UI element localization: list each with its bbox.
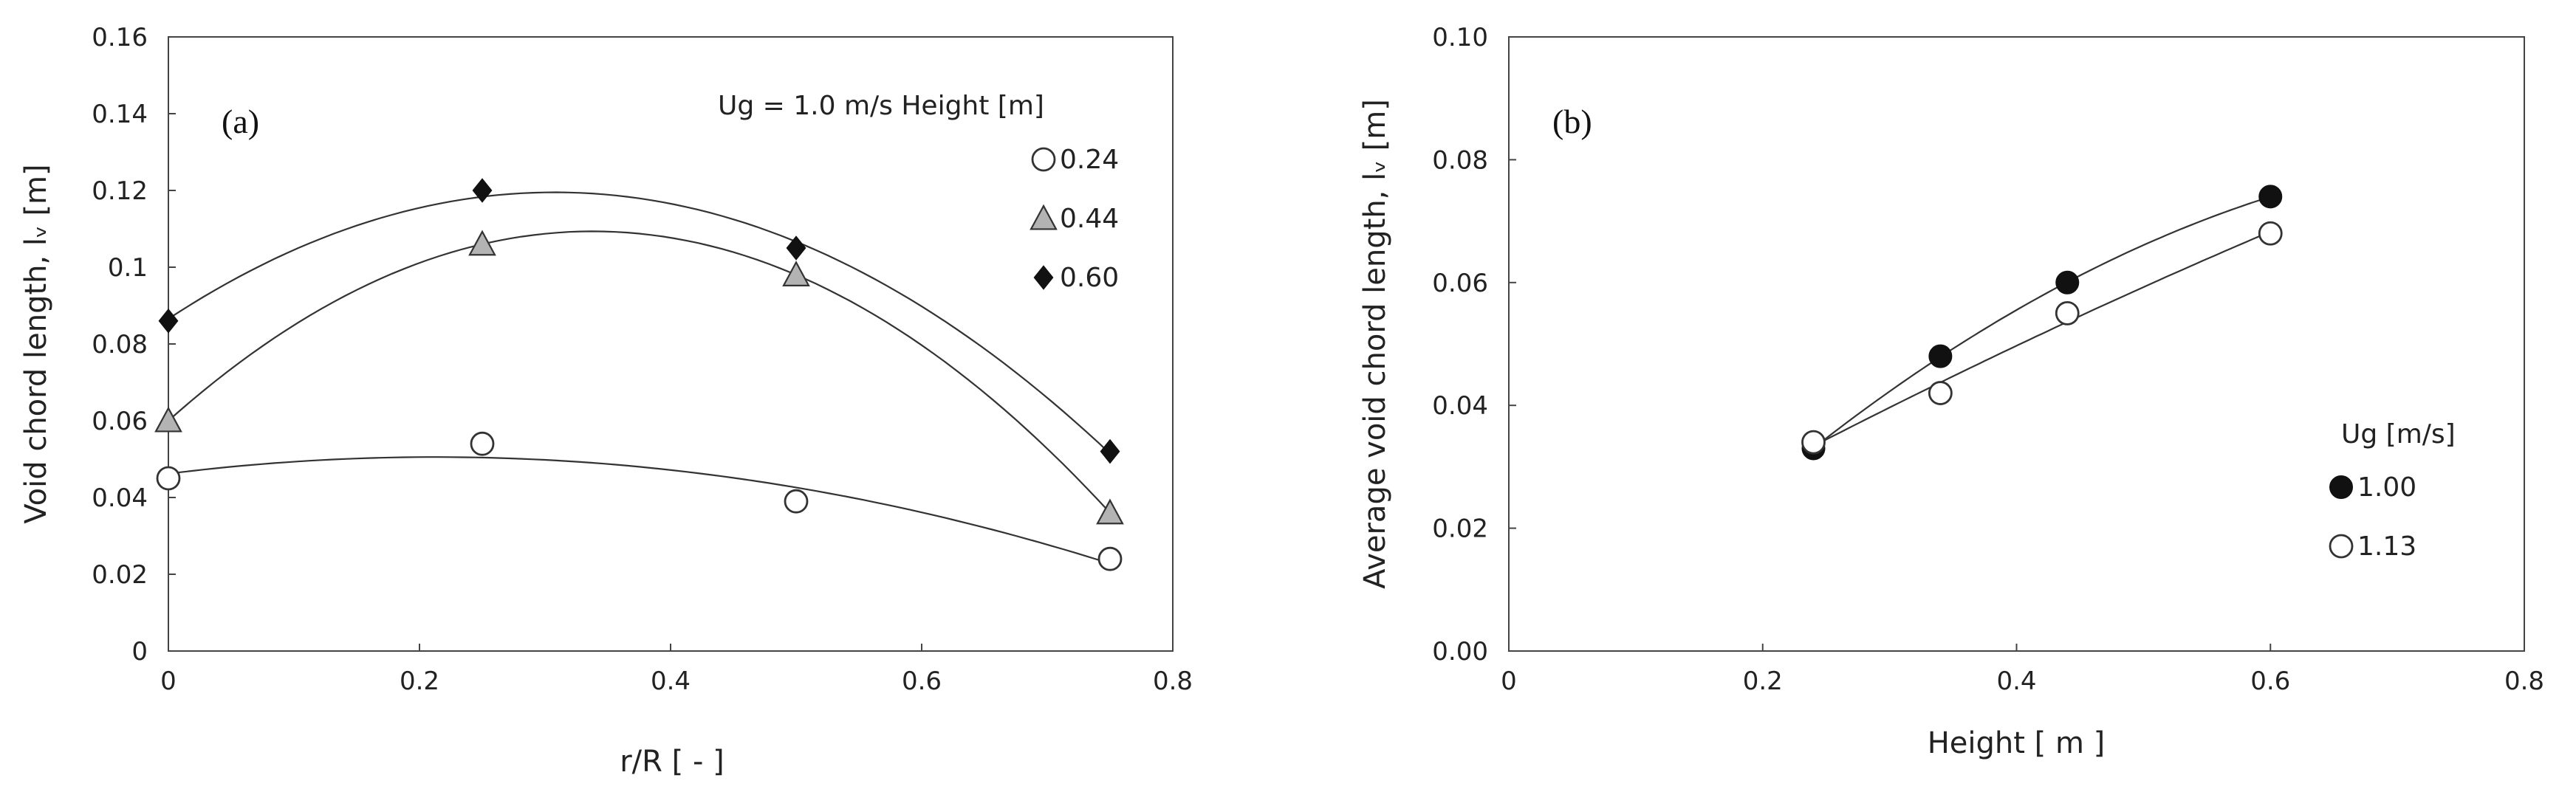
data-point-0.44 <box>468 230 496 256</box>
data-point-0.24 <box>784 489 809 514</box>
x-tick-label: 0 <box>1501 667 1517 696</box>
data-point-1.00 <box>2055 270 2080 295</box>
x-tick-label: 0.2 <box>1743 667 1783 696</box>
legend-marker-0.24 <box>1031 147 1056 172</box>
chart-b-legend-title: Ug [m/s] <box>2341 419 2456 450</box>
trendline-1.00 <box>1812 196 2271 449</box>
chart-a-plot-frame <box>168 36 1174 652</box>
trendline-0.44 <box>168 230 1111 514</box>
y-tick-label: 0.10 <box>1432 23 1488 52</box>
x-tick-label: 0.6 <box>2250 667 2290 696</box>
data-point-0.24 <box>156 466 181 491</box>
x-tick-label: 0.6 <box>902 667 942 696</box>
data-point-1.00 <box>1928 344 1953 368</box>
data-point-0.44 <box>782 261 810 286</box>
data-point-0.44 <box>154 406 182 433</box>
chart-b-x-axis-label: Height [ m ] <box>1928 726 2106 760</box>
chart-a: (a) Ug = 1.0 m/s Height [m] 0 0.2 0.4 0.6 0.… <box>19 23 1193 779</box>
y-tick-label: 0.02 <box>92 560 148 590</box>
data-point-0.60 <box>786 235 806 261</box>
data-point-1.13 <box>2258 221 2283 246</box>
trendline-1.13 <box>1813 230 2271 447</box>
legend-marker-1.00 <box>2329 475 2353 499</box>
chart-b-y-axis-label: Average void chord length, lᵥ [m] <box>1358 99 1392 589</box>
y-tick-label: 0.00 <box>1432 637 1488 667</box>
y-tick-label: 0.1 <box>108 253 148 283</box>
y-tick-label: 0.06 <box>92 407 148 436</box>
y-tick-label: 0.14 <box>92 100 148 129</box>
y-tick-label: 0.08 <box>92 330 148 359</box>
legend-marker-1.13 <box>2329 534 2354 559</box>
chart-b-panel-label: (b) <box>1552 103 1592 140</box>
chart-a-y-axis-label: Void chord length, lᵥ [m] <box>19 164 53 523</box>
data-point-0.60 <box>472 178 493 203</box>
data-point-1.13 <box>1801 430 1826 455</box>
x-tick-label: 0.8 <box>1153 667 1193 696</box>
data-point-0.44 <box>1096 498 1124 525</box>
chart-a-legend-title: Ug = 1.0 m/s Height [m] <box>718 91 1044 121</box>
x-tick-label: 0.4 <box>1996 667 2036 696</box>
data-point-1.13 <box>2055 300 2080 326</box>
legend-label-0.60: 0.60 <box>1060 263 1119 293</box>
y-tick-label: 0.02 <box>1432 514 1488 544</box>
y-tick-label: 0.04 <box>92 483 148 513</box>
x-tick-label: 0.4 <box>651 667 691 696</box>
x-tick-label: 0.2 <box>400 667 439 696</box>
legend-marker-0.44 <box>1030 204 1058 230</box>
legend-label-1.13: 1.13 <box>2357 531 2416 562</box>
chart-a-x-axis-label: r/R [ - ] <box>620 745 724 779</box>
data-point-1.13 <box>1928 381 1953 405</box>
y-tick-label: 0.08 <box>1432 145 1488 175</box>
chart-b: (b) Ug [m/s] 0 0.2 0.4 0.6 0.8 0.00 0.02 0.04 0.… <box>1358 23 2544 760</box>
x-tick-label: 0.8 <box>2504 667 2544 696</box>
x-tick-label: 0 <box>160 667 177 696</box>
legend-label-1.00: 1.00 <box>2357 472 2416 503</box>
data-point-0.24 <box>1097 546 1123 571</box>
y-tick-label: 0.06 <box>1432 269 1488 298</box>
y-tick-label: 0.04 <box>1432 391 1488 421</box>
data-point-0.60 <box>1100 438 1120 464</box>
trendline-0.24 <box>168 456 1111 565</box>
legend-marker-0.60 <box>1033 265 1054 290</box>
legend-label-0.44: 0.44 <box>1060 204 1119 234</box>
data-point-0.24 <box>470 431 495 456</box>
data-point-1.00 <box>2258 185 2283 209</box>
y-tick-label: 0.16 <box>92 23 148 52</box>
data-point-0.60 <box>158 308 179 334</box>
trendline-0.60 <box>168 191 1111 455</box>
y-tick-label: 0 <box>131 637 148 667</box>
chart-a-panel-label: (a) <box>222 103 259 140</box>
y-tick-label: 0.12 <box>92 176 148 206</box>
legend-label-0.24: 0.24 <box>1060 145 1119 175</box>
